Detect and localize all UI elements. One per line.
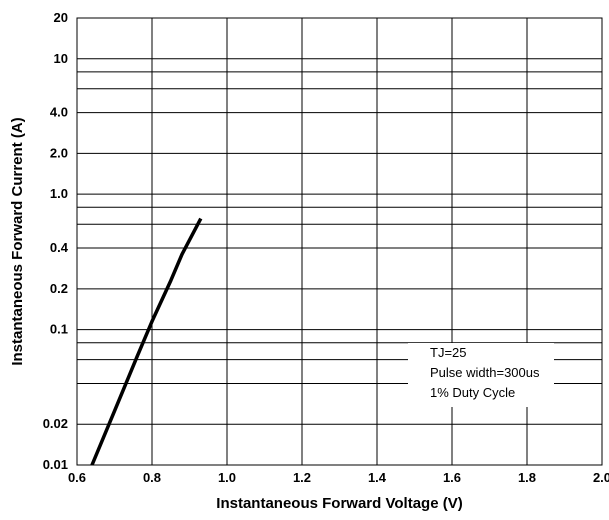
y-tick-label: 10 <box>54 51 68 66</box>
x-tick-label: 1.6 <box>443 470 461 485</box>
plot-frame <box>76 17 603 466</box>
legend: TJ=25 Pulse width=300us 1% Duty Cycle <box>408 343 554 407</box>
x-tick-label: 0.8 <box>143 470 161 485</box>
tick-labels: 0.6 0.8 1.0 1.2 1.4 1.6 1.8 2.0 0.01 0.02 0.1 0.2 0.… <box>43 10 609 485</box>
series-layer <box>90 217 203 466</box>
legend-line: 1% Duty Cycle <box>430 385 515 400</box>
y-tick-label: 0.01 <box>43 457 68 472</box>
x-tick-label: 2.0 <box>593 470 609 485</box>
legend-line: Pulse width=300us <box>430 365 540 380</box>
y-tick-label: 0.2 <box>50 281 68 296</box>
x-tick-label: 1.8 <box>518 470 536 485</box>
x-tick-label: 1.0 <box>218 470 236 485</box>
legend-box <box>408 343 554 407</box>
x-tick-label: 0.6 <box>68 470 86 485</box>
x-tick-label: 1.4 <box>368 470 387 485</box>
y-tick-label: 0.1 <box>50 322 68 337</box>
x-tick-label: 1.2 <box>293 470 311 485</box>
y-tick-label: 0.02 <box>43 416 68 431</box>
y-tick-label: 4.0 <box>50 105 68 120</box>
x-axis-label: Instantaneous Forward Voltage (V) <box>216 495 462 512</box>
y-tick-label: 2.0 <box>50 145 68 160</box>
legend-line: TJ=25 <box>430 345 467 360</box>
y-axis-label: Instantaneous Forward Current (A) <box>9 117 26 365</box>
y-tick-label: 1.0 <box>50 186 68 201</box>
series-line <box>90 217 203 466</box>
y-tick-label: 20 <box>54 10 68 25</box>
y-tick-label: 0.4 <box>50 240 69 255</box>
